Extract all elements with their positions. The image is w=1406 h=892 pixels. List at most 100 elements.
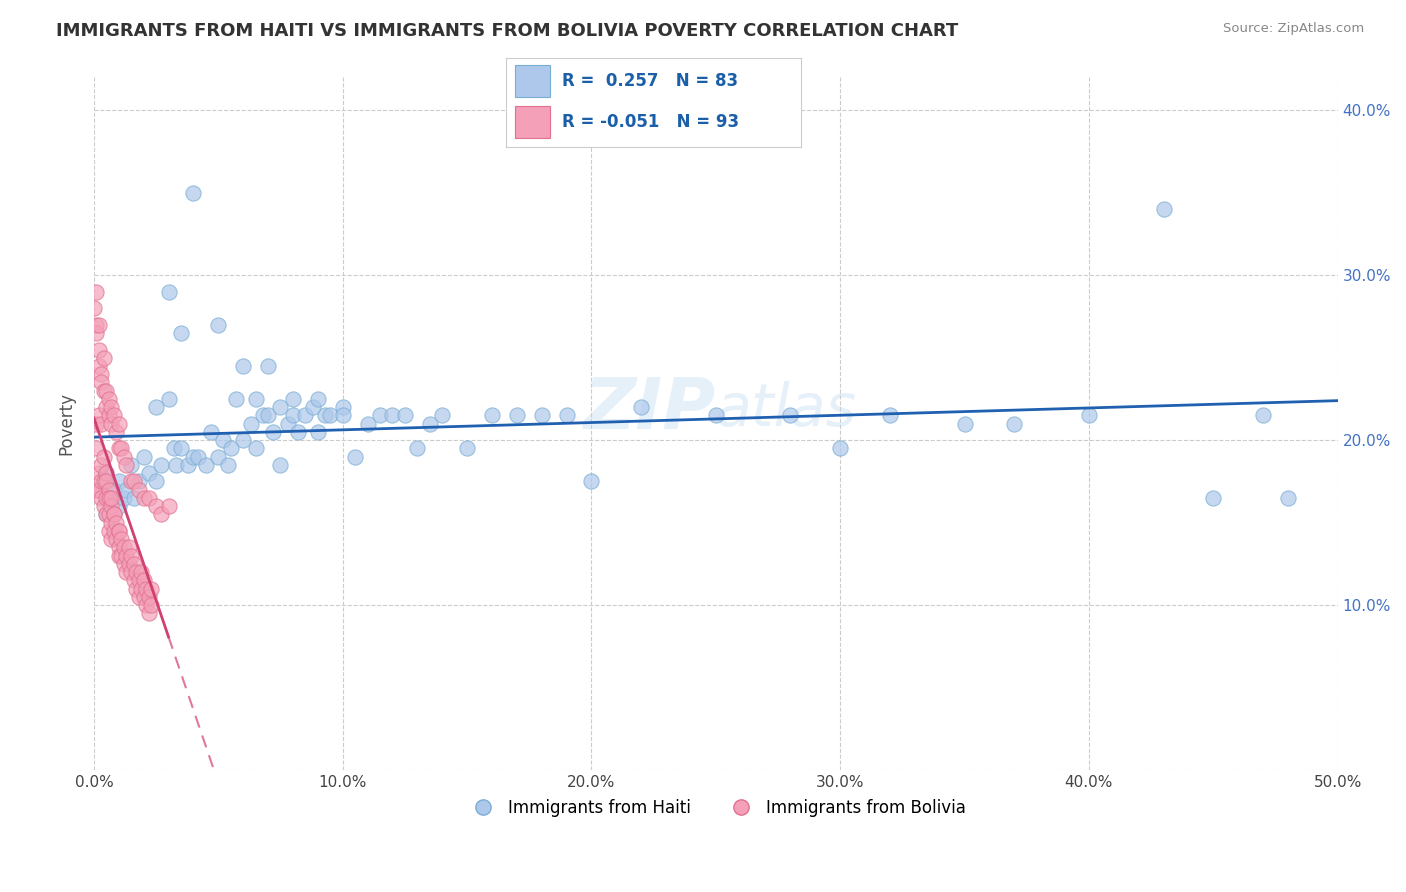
Point xyxy=(90,417,112,431)
Point xyxy=(129,582,152,596)
Point xyxy=(239,417,262,431)
Point xyxy=(93,499,115,513)
Point xyxy=(112,491,135,505)
Point xyxy=(219,442,242,456)
Point xyxy=(96,401,118,415)
Point xyxy=(125,582,148,596)
Point xyxy=(115,549,138,563)
Point xyxy=(138,466,160,480)
Point xyxy=(581,475,603,489)
Point xyxy=(1077,409,1099,423)
Point xyxy=(122,475,145,489)
Point xyxy=(107,417,129,431)
Point xyxy=(150,508,173,522)
Point xyxy=(125,565,148,579)
Point xyxy=(97,483,120,497)
Point xyxy=(139,582,162,596)
Point xyxy=(97,508,120,522)
Point xyxy=(93,450,115,464)
Point xyxy=(107,524,129,538)
Point xyxy=(129,565,152,579)
Point xyxy=(100,516,122,530)
Point xyxy=(232,359,254,373)
Point xyxy=(381,409,404,423)
Point xyxy=(86,285,108,299)
Point xyxy=(170,326,193,340)
Point xyxy=(207,450,229,464)
Point xyxy=(105,516,128,530)
Point xyxy=(879,409,901,423)
Point xyxy=(281,392,304,406)
Point xyxy=(100,401,122,415)
Point xyxy=(87,409,110,423)
Point xyxy=(257,409,280,423)
Point xyxy=(138,590,160,604)
Point xyxy=(135,582,157,596)
Point xyxy=(86,326,108,340)
Point xyxy=(90,458,112,472)
Point xyxy=(103,508,125,522)
Point xyxy=(103,483,125,497)
Text: atlas: atlas xyxy=(716,382,856,438)
Point xyxy=(830,442,852,456)
Point xyxy=(118,557,141,571)
Point xyxy=(953,417,976,431)
Point xyxy=(105,532,128,546)
Point xyxy=(356,417,378,431)
Point xyxy=(281,409,304,423)
Point xyxy=(307,392,329,406)
Point xyxy=(93,475,115,489)
Point xyxy=(368,409,391,423)
Point xyxy=(118,541,141,555)
Text: R =  0.257   N = 83: R = 0.257 N = 83 xyxy=(562,72,738,90)
Point xyxy=(187,450,209,464)
Point xyxy=(115,458,138,472)
Point xyxy=(269,401,291,415)
Point xyxy=(103,524,125,538)
Point xyxy=(145,475,167,489)
Point xyxy=(115,565,138,579)
Point xyxy=(1251,409,1274,423)
Point xyxy=(394,409,416,423)
Point xyxy=(132,450,155,464)
Point xyxy=(132,574,155,588)
Point xyxy=(165,458,187,472)
Point xyxy=(112,541,135,555)
Point xyxy=(194,458,217,472)
Point xyxy=(122,574,145,588)
Point xyxy=(257,359,280,373)
Point xyxy=(128,590,150,604)
Point xyxy=(120,475,142,489)
Point xyxy=(294,409,316,423)
Point xyxy=(100,532,122,546)
Point xyxy=(90,475,112,489)
Point xyxy=(200,425,222,439)
Point xyxy=(128,475,150,489)
Bar xyxy=(515,106,550,138)
Point xyxy=(132,590,155,604)
Point xyxy=(87,466,110,480)
Point xyxy=(277,417,299,431)
Point xyxy=(122,557,145,571)
Point xyxy=(83,483,105,497)
Text: ZIP: ZIP xyxy=(583,376,716,444)
Point xyxy=(269,458,291,472)
Y-axis label: Poverty: Poverty xyxy=(58,392,75,455)
Point xyxy=(506,409,529,423)
Legend: Immigrants from Haiti, Immigrants from Bolivia: Immigrants from Haiti, Immigrants from B… xyxy=(460,793,972,824)
Point xyxy=(128,483,150,497)
Point xyxy=(138,607,160,621)
Point xyxy=(96,475,118,489)
Point xyxy=(157,499,180,513)
Point xyxy=(120,549,142,563)
Bar xyxy=(515,65,550,97)
Point xyxy=(90,376,112,390)
Point xyxy=(83,301,105,316)
Point xyxy=(406,442,429,456)
Point xyxy=(1202,491,1225,505)
Point xyxy=(170,442,193,456)
Point xyxy=(207,318,229,332)
Point xyxy=(307,425,329,439)
Text: R = -0.051   N = 93: R = -0.051 N = 93 xyxy=(562,113,740,131)
Point xyxy=(177,458,200,472)
